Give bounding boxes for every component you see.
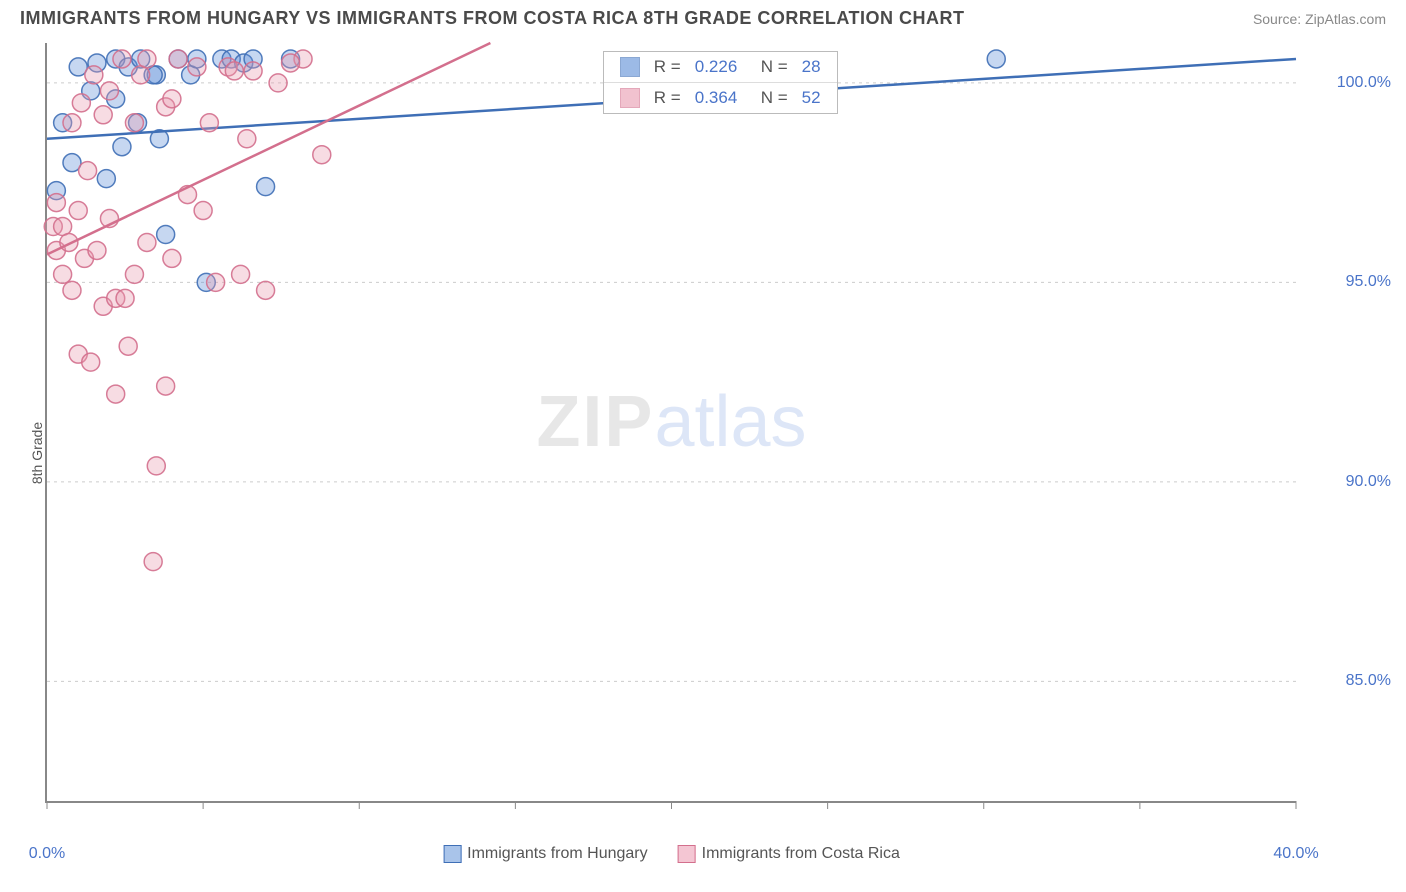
data-point bbox=[232, 265, 250, 283]
data-point bbox=[257, 178, 275, 196]
data-point bbox=[97, 170, 115, 188]
data-point bbox=[47, 194, 65, 212]
source-attribution: Source: ZipAtlas.com bbox=[1253, 11, 1386, 27]
stats-swatch bbox=[620, 57, 640, 77]
data-point bbox=[54, 265, 72, 283]
y-axis-label: 8th Grade bbox=[29, 422, 45, 484]
data-point bbox=[313, 146, 331, 164]
data-point bbox=[88, 241, 106, 259]
correlation-stats-box: R = 0.226 N = 28 R = 0.364 N = 52 bbox=[603, 51, 838, 114]
data-point bbox=[157, 225, 175, 243]
data-point bbox=[125, 265, 143, 283]
data-point bbox=[138, 233, 156, 251]
legend-item: Immigrants from Costa Rica bbox=[678, 845, 900, 863]
data-point bbox=[207, 273, 225, 291]
data-point bbox=[138, 50, 156, 68]
stats-n-value: 52 bbox=[802, 88, 821, 108]
data-point bbox=[79, 162, 97, 180]
data-point bbox=[244, 62, 262, 80]
stats-n-label: N = bbox=[751, 57, 787, 77]
data-point bbox=[116, 289, 134, 307]
legend-label: Immigrants from Hungary bbox=[467, 845, 648, 863]
chart-title: IMMIGRANTS FROM HUNGARY VS IMMIGRANTS FR… bbox=[20, 8, 964, 29]
data-point bbox=[60, 233, 78, 251]
title-bar: IMMIGRANTS FROM HUNGARY VS IMMIGRANTS FR… bbox=[0, 0, 1406, 33]
stats-r-label: R = bbox=[654, 88, 681, 108]
legend-label: Immigrants from Costa Rica bbox=[702, 845, 900, 863]
bottom-legend: Immigrants from Hungary Immigrants from … bbox=[443, 845, 900, 863]
data-point bbox=[72, 94, 90, 112]
stats-r-value: 0.226 bbox=[695, 57, 738, 77]
stats-r-label: R = bbox=[654, 57, 681, 77]
data-point bbox=[194, 202, 212, 220]
chart-container: 8th Grade ZIPatlas R = 0.226 N = 28 R = … bbox=[0, 33, 1406, 873]
x-tick-label: 0.0% bbox=[29, 845, 65, 863]
data-point bbox=[63, 281, 81, 299]
data-point bbox=[225, 62, 243, 80]
data-point bbox=[113, 50, 131, 68]
legend-swatch bbox=[678, 845, 696, 863]
data-point bbox=[94, 106, 112, 124]
data-point bbox=[100, 82, 118, 100]
data-point bbox=[269, 74, 287, 92]
legend-item: Immigrants from Hungary bbox=[443, 845, 648, 863]
y-tick-label: 95.0% bbox=[1306, 273, 1391, 291]
x-tick-label: 40.0% bbox=[1273, 845, 1318, 863]
data-point bbox=[125, 114, 143, 132]
data-point bbox=[188, 58, 206, 76]
stats-n-value: 28 bbox=[802, 57, 821, 77]
plot-svg bbox=[47, 43, 1296, 801]
stats-row: R = 0.226 N = 28 bbox=[604, 52, 837, 82]
y-tick-label: 100.0% bbox=[1306, 74, 1391, 92]
data-point bbox=[282, 54, 300, 72]
data-point bbox=[82, 353, 100, 371]
data-point bbox=[113, 138, 131, 156]
data-point bbox=[257, 281, 275, 299]
data-point bbox=[63, 114, 81, 132]
data-point bbox=[169, 50, 187, 68]
plot-area: ZIPatlas R = 0.226 N = 28 R = 0.364 N = … bbox=[45, 43, 1296, 803]
y-tick-label: 90.0% bbox=[1306, 473, 1391, 491]
data-point bbox=[107, 385, 125, 403]
y-tick-label: 85.0% bbox=[1306, 672, 1391, 690]
data-point bbox=[987, 50, 1005, 68]
data-point bbox=[69, 202, 87, 220]
data-point bbox=[147, 457, 165, 475]
data-point bbox=[163, 249, 181, 267]
data-point bbox=[85, 66, 103, 84]
legend-swatch bbox=[443, 845, 461, 863]
stats-n-label: N = bbox=[751, 88, 787, 108]
data-point bbox=[144, 553, 162, 571]
data-point bbox=[200, 114, 218, 132]
data-point bbox=[157, 377, 175, 395]
data-point bbox=[163, 90, 181, 108]
stats-row: R = 0.364 N = 52 bbox=[604, 82, 837, 113]
data-point bbox=[119, 337, 137, 355]
stats-r-value: 0.364 bbox=[695, 88, 738, 108]
data-point bbox=[238, 130, 256, 148]
stats-swatch bbox=[620, 88, 640, 108]
